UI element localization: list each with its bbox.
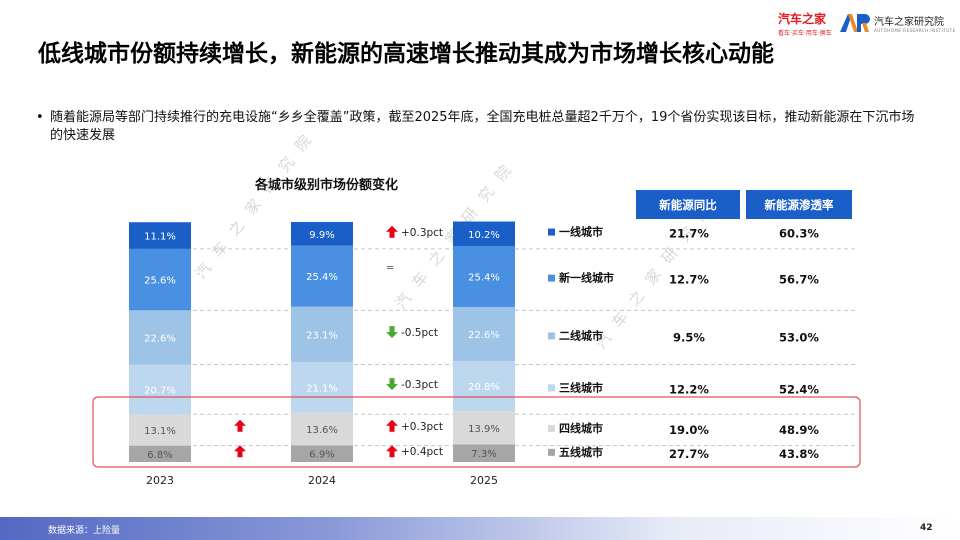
change-label: -0.5pct	[401, 327, 438, 339]
change-label: +0.3pct	[401, 227, 443, 239]
research-institute-subtitle: AUTOHOME RESEARCH INSTITUTE	[874, 28, 956, 33]
bullet-text: 随着能源局等部门持续推行的充电设施“乡乡全覆盖”政策，截至2025年底，全国充电…	[50, 110, 915, 143]
table-header-cell	[746, 190, 852, 219]
bar-segment	[129, 414, 191, 446]
bar-value-label: 20.7%	[144, 385, 176, 396]
arrow-down-icon	[386, 378, 398, 391]
autohome-logo-text: 汽车之家	[778, 12, 827, 26]
bar-value-label: 21.1%	[306, 383, 338, 394]
highlight-box	[92, 396, 861, 468]
change-label: +0.3pct	[401, 421, 443, 433]
bar-value-label: 23.1%	[306, 330, 338, 341]
table-header-label: 新能源渗透率	[765, 198, 834, 212]
bar-value-label: 13.9%	[468, 424, 500, 435]
legend-swatch	[548, 274, 555, 282]
bar-segment	[129, 364, 191, 415]
research-institute-logo: 汽车之家研究院 AUTOHOME RESEARCH INSTITUTE	[838, 12, 956, 34]
arrow-up-icon	[234, 445, 246, 458]
bar-segment	[453, 306, 515, 362]
yoy-value: 12.7%	[669, 273, 709, 287]
bar-value-label: 7.3%	[471, 449, 496, 460]
change-label: -0.3pct	[401, 379, 438, 391]
bar-segment	[291, 222, 353, 246]
arrow-up-icon	[234, 419, 246, 432]
bar-segment	[129, 445, 191, 462]
bar-segment	[291, 245, 353, 307]
legend-swatch	[548, 424, 555, 432]
bullet-point: • 随着能源局等部门持续推行的充电设施“乡乡全覆盖”政策，截至2025年底，全国…	[36, 109, 920, 145]
bar-segment	[291, 362, 353, 413]
bar-value-label: 25.6%	[144, 276, 176, 287]
legend-swatch	[548, 384, 555, 392]
bar-segment	[453, 246, 515, 307]
bullet-symbol: •	[36, 110, 44, 125]
bar-value-label: 25.4%	[306, 272, 338, 283]
change-label: +0.4pct	[401, 446, 443, 458]
autohome-logo: 汽车之家 看车·买车·用车·换车	[778, 10, 850, 40]
legend-label: 二线城市	[559, 328, 603, 342]
legend-label: 新一线城市	[559, 271, 614, 285]
yoy-value: 21.7%	[669, 227, 709, 241]
bar-value-label: 13.1%	[144, 426, 176, 437]
arrow-up-icon	[386, 419, 398, 432]
penetration-value: 48.9%	[779, 423, 819, 437]
legend-swatch	[548, 448, 555, 456]
bar-value-label: 9.9%	[309, 230, 334, 241]
bar-segment	[291, 445, 353, 462]
x-axis-label: 2025	[470, 474, 498, 487]
footer-bar	[0, 517, 960, 540]
bar-segment	[129, 248, 191, 311]
table-header-label: 新能源同比	[659, 198, 717, 212]
legend-label: 三线城市	[559, 380, 603, 394]
change-equal: =	[386, 262, 394, 273]
penetration-value: 56.7%	[779, 273, 819, 287]
page-number: 42	[920, 523, 933, 533]
chart-title: 各城市级别市场份额变化	[255, 178, 399, 193]
legend-label: 四线城市	[559, 421, 603, 435]
bar-segment	[291, 306, 353, 363]
bar-value-label: 10.2%	[468, 230, 500, 241]
bar-segment	[129, 310, 191, 365]
yoy-value: 27.7%	[669, 447, 709, 461]
arrow-up-icon	[386, 225, 398, 238]
market-share-chart: 6.8% 13.1% 20.7% 22.6% 25.6% 11.1% 2023 6.9% 13.…	[92, 190, 861, 487]
bar-value-label: 22.6%	[144, 333, 176, 344]
legend-label: 五线城市	[559, 445, 603, 459]
penetration-value: 60.3%	[779, 227, 819, 241]
bar-segment	[453, 411, 515, 445]
page-title: 低线城市份额持续增长，新能源的高速增长推动其成为市场增长核心动能	[38, 41, 774, 67]
bar-value-label: 6.9%	[309, 450, 334, 461]
bar-value-label: 6.8%	[147, 450, 172, 461]
yoy-value: 9.5%	[673, 330, 705, 344]
data-source: 数据来源：上险量	[48, 526, 121, 536]
x-axis-label: 2024	[308, 474, 336, 487]
bar-value-label: 22.6%	[468, 330, 500, 341]
x-axis-label: 2023	[146, 474, 174, 487]
autohome-logo-slogan: 看车·买车·用车·换车	[778, 30, 832, 37]
arrow-down-icon	[386, 326, 398, 339]
bar-segment	[453, 361, 515, 412]
bar-value-label: 25.4%	[468, 272, 500, 283]
penetration-value: 53.0%	[779, 330, 819, 344]
legend-swatch	[548, 332, 555, 340]
penetration-value: 52.4%	[779, 382, 819, 396]
bar-segment	[291, 412, 353, 446]
yoy-value: 12.2%	[669, 382, 709, 396]
research-institute-name: 汽车之家研究院	[874, 17, 944, 28]
arrow-up-icon	[386, 445, 398, 458]
yoy-value: 19.0%	[669, 423, 709, 437]
bar-value-label: 11.1%	[144, 232, 176, 243]
legend-label: 一线城市	[559, 225, 603, 239]
table-header-cell	[636, 190, 740, 219]
bar-segment	[453, 221, 515, 246]
penetration-value: 43.8%	[779, 447, 819, 461]
bar-segment	[129, 222, 191, 249]
ar-logo-icon	[840, 14, 870, 32]
bar-value-label: 20.8%	[468, 382, 500, 393]
legend-swatch	[548, 228, 555, 236]
bar-segment	[453, 444, 515, 462]
bar-value-label: 13.6%	[306, 425, 338, 436]
